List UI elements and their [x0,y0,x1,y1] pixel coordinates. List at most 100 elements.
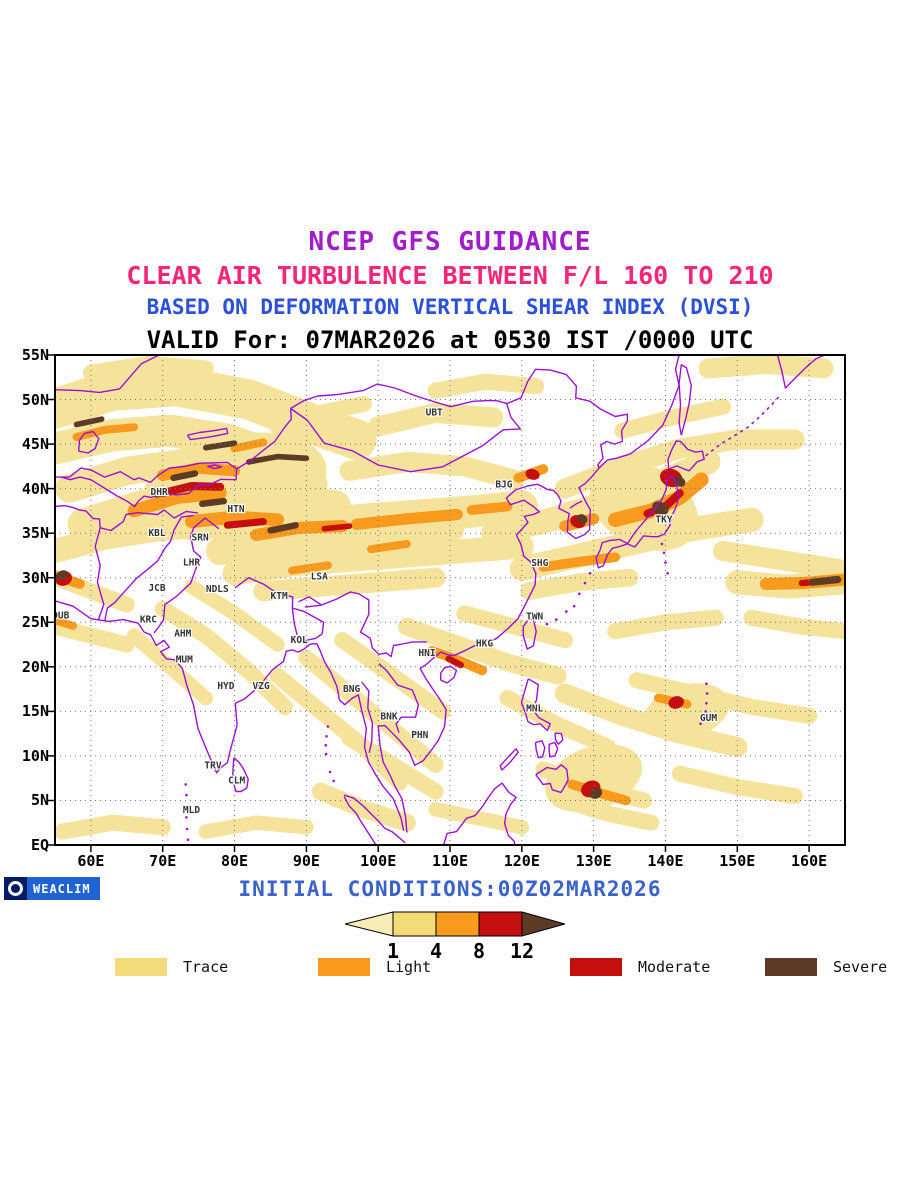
lat-tick-label: 20N [21,657,49,676]
turbulence-trace [499,689,617,756]
colorbar-tip-low [344,911,394,937]
city-label: KRC [140,614,157,625]
island-dot [660,542,664,546]
lon-tick-label: 90E [292,852,320,870]
lat-tick-label: 30N [21,568,49,587]
turbulence-severe [203,440,238,451]
weaclim-logo-text: WEACLIM [33,881,91,896]
map-outline [298,596,322,606]
city-label: UBT [426,408,443,419]
lon-tick-label: 70E [149,852,177,870]
island-dot [185,793,188,797]
island-dot [545,622,549,626]
city-label: GUM [700,713,717,724]
colorbar-cell-moderate [478,911,523,937]
legend-item-light: Light [318,958,431,976]
turbulence-severe [267,522,299,534]
turbulence-trace [82,355,214,381]
turbulence-trace [184,579,285,652]
city-label: KBL [148,528,165,539]
turbulence-trace [698,355,834,379]
turbulence-trace [428,802,530,835]
island-dot [328,770,332,774]
lat-tick-label: 50N [21,390,49,409]
lon-tick-label: 100E [360,852,397,870]
legend-label-trace: Trace [183,958,229,976]
turbulence-severe [652,501,669,516]
colorbar-tick-12: 12 [509,939,535,963]
title-line3: BASED ON DEFORMATION VERTICAL SHEAR INDE… [146,295,754,319]
lat-tick-label: 10N [21,746,49,765]
map-outline [442,782,517,845]
legend-item-severe: Severe [765,958,887,976]
turbulence-light [367,539,411,554]
turbulence-trace [607,609,724,640]
map-outline [667,440,705,472]
turbulence-moderate [525,468,540,480]
lon-tick-label: 110E [431,852,469,870]
map-outline [232,757,249,793]
lat-tick-label: 35N [21,524,49,543]
turbulence-moderate [223,518,267,529]
island-dot [324,752,328,756]
map-outline [377,355,680,833]
city-label: DUB [52,611,69,622]
turbulence-trace [339,451,525,490]
map-outline [499,748,519,771]
map-outline [548,741,559,758]
map-outline [595,474,680,569]
map-outline [291,607,300,642]
map-outline [103,514,194,622]
island-dot [186,838,190,841]
legend-item-moderate: Moderate [570,958,710,976]
island-dot [184,783,187,786]
map-outline [361,681,374,753]
island-dot [704,710,707,713]
colorbar-cell-light [435,911,480,937]
map-outline [207,464,223,470]
city-label: PHN [411,730,428,741]
city-label: MNL [526,703,543,714]
map-outline [55,461,238,508]
map-outline [292,607,325,642]
title-line1: NCEP GFS GUIDANCE [308,227,592,257]
legend-label-severe: Severe [833,958,888,976]
turbulence-severe [199,497,227,507]
island-dot [583,581,587,585]
city-label: HYD [217,681,234,692]
city-label: TRV [204,760,221,771]
city-label: MUM [176,654,193,665]
city-label: BJG [495,480,512,491]
turbulence-trace [334,632,451,720]
city-label: DHR [151,487,168,498]
city-label: KOL [291,635,308,646]
turbulence-trace [126,628,214,706]
island-chain-line [705,394,781,457]
lat-tick-label: 25N [21,613,49,632]
lon-tick-label: 120E [503,852,540,870]
legend-label-moderate: Moderate [638,958,711,976]
turbulence-trace [311,782,416,832]
island-dot [662,551,666,555]
turbulence-trace [222,534,534,586]
city-label: LHR [183,557,200,568]
city-label: TWN [526,612,543,623]
colorbar-cell-trace [392,911,437,937]
turbulence-severe [170,470,199,482]
lat-tick-label: 5N [30,791,49,810]
city-label: MLD [183,805,200,816]
city-label: SHG [531,558,548,569]
map-outline [440,665,458,684]
turbulence-light [538,552,621,572]
map-outline [520,678,551,732]
map-outline [94,509,199,621]
island-dot [185,827,189,831]
map-outline [186,427,229,441]
island-dot [325,735,328,738]
turbulence-trace [206,514,465,566]
map-outline [554,732,564,745]
title-line4: VALID For: 07MAR2026 at 0530 IST /0000 U… [146,326,754,354]
turbulence-light [72,423,138,441]
weaclim-ring-icon [8,881,23,896]
